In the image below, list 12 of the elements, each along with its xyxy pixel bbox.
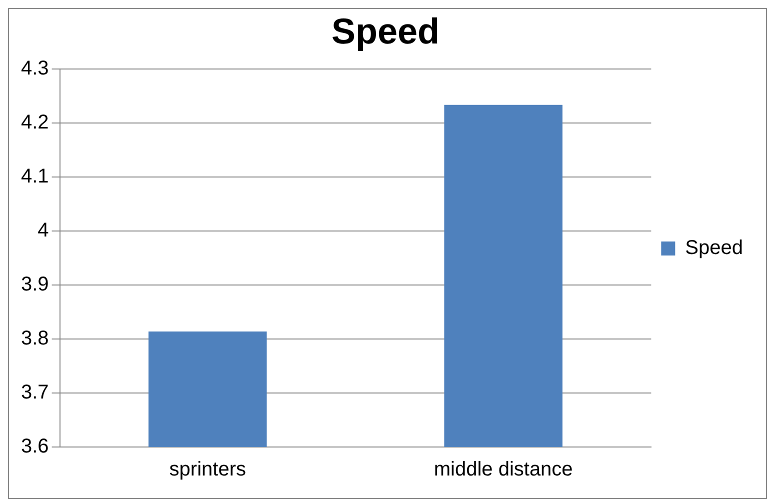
x-tick-label: middle distance	[434, 458, 573, 481]
y-tick-label: 4	[38, 220, 49, 242]
y-tick-label: 3.6	[20, 436, 49, 458]
y-tick-label: 3.8	[20, 328, 49, 350]
y-tick-label: 3.9	[20, 274, 49, 296]
y-tick-label: 3.7	[20, 382, 49, 404]
y-tick-label: 4.2	[20, 112, 49, 134]
legend-label: Speed	[685, 237, 744, 260]
chart-title: Speed	[331, 10, 440, 52]
y-tick-label: 4.1	[20, 166, 49, 188]
y-tick-label: 4.3	[20, 58, 49, 80]
x-tick-label: sprinters	[169, 458, 246, 481]
